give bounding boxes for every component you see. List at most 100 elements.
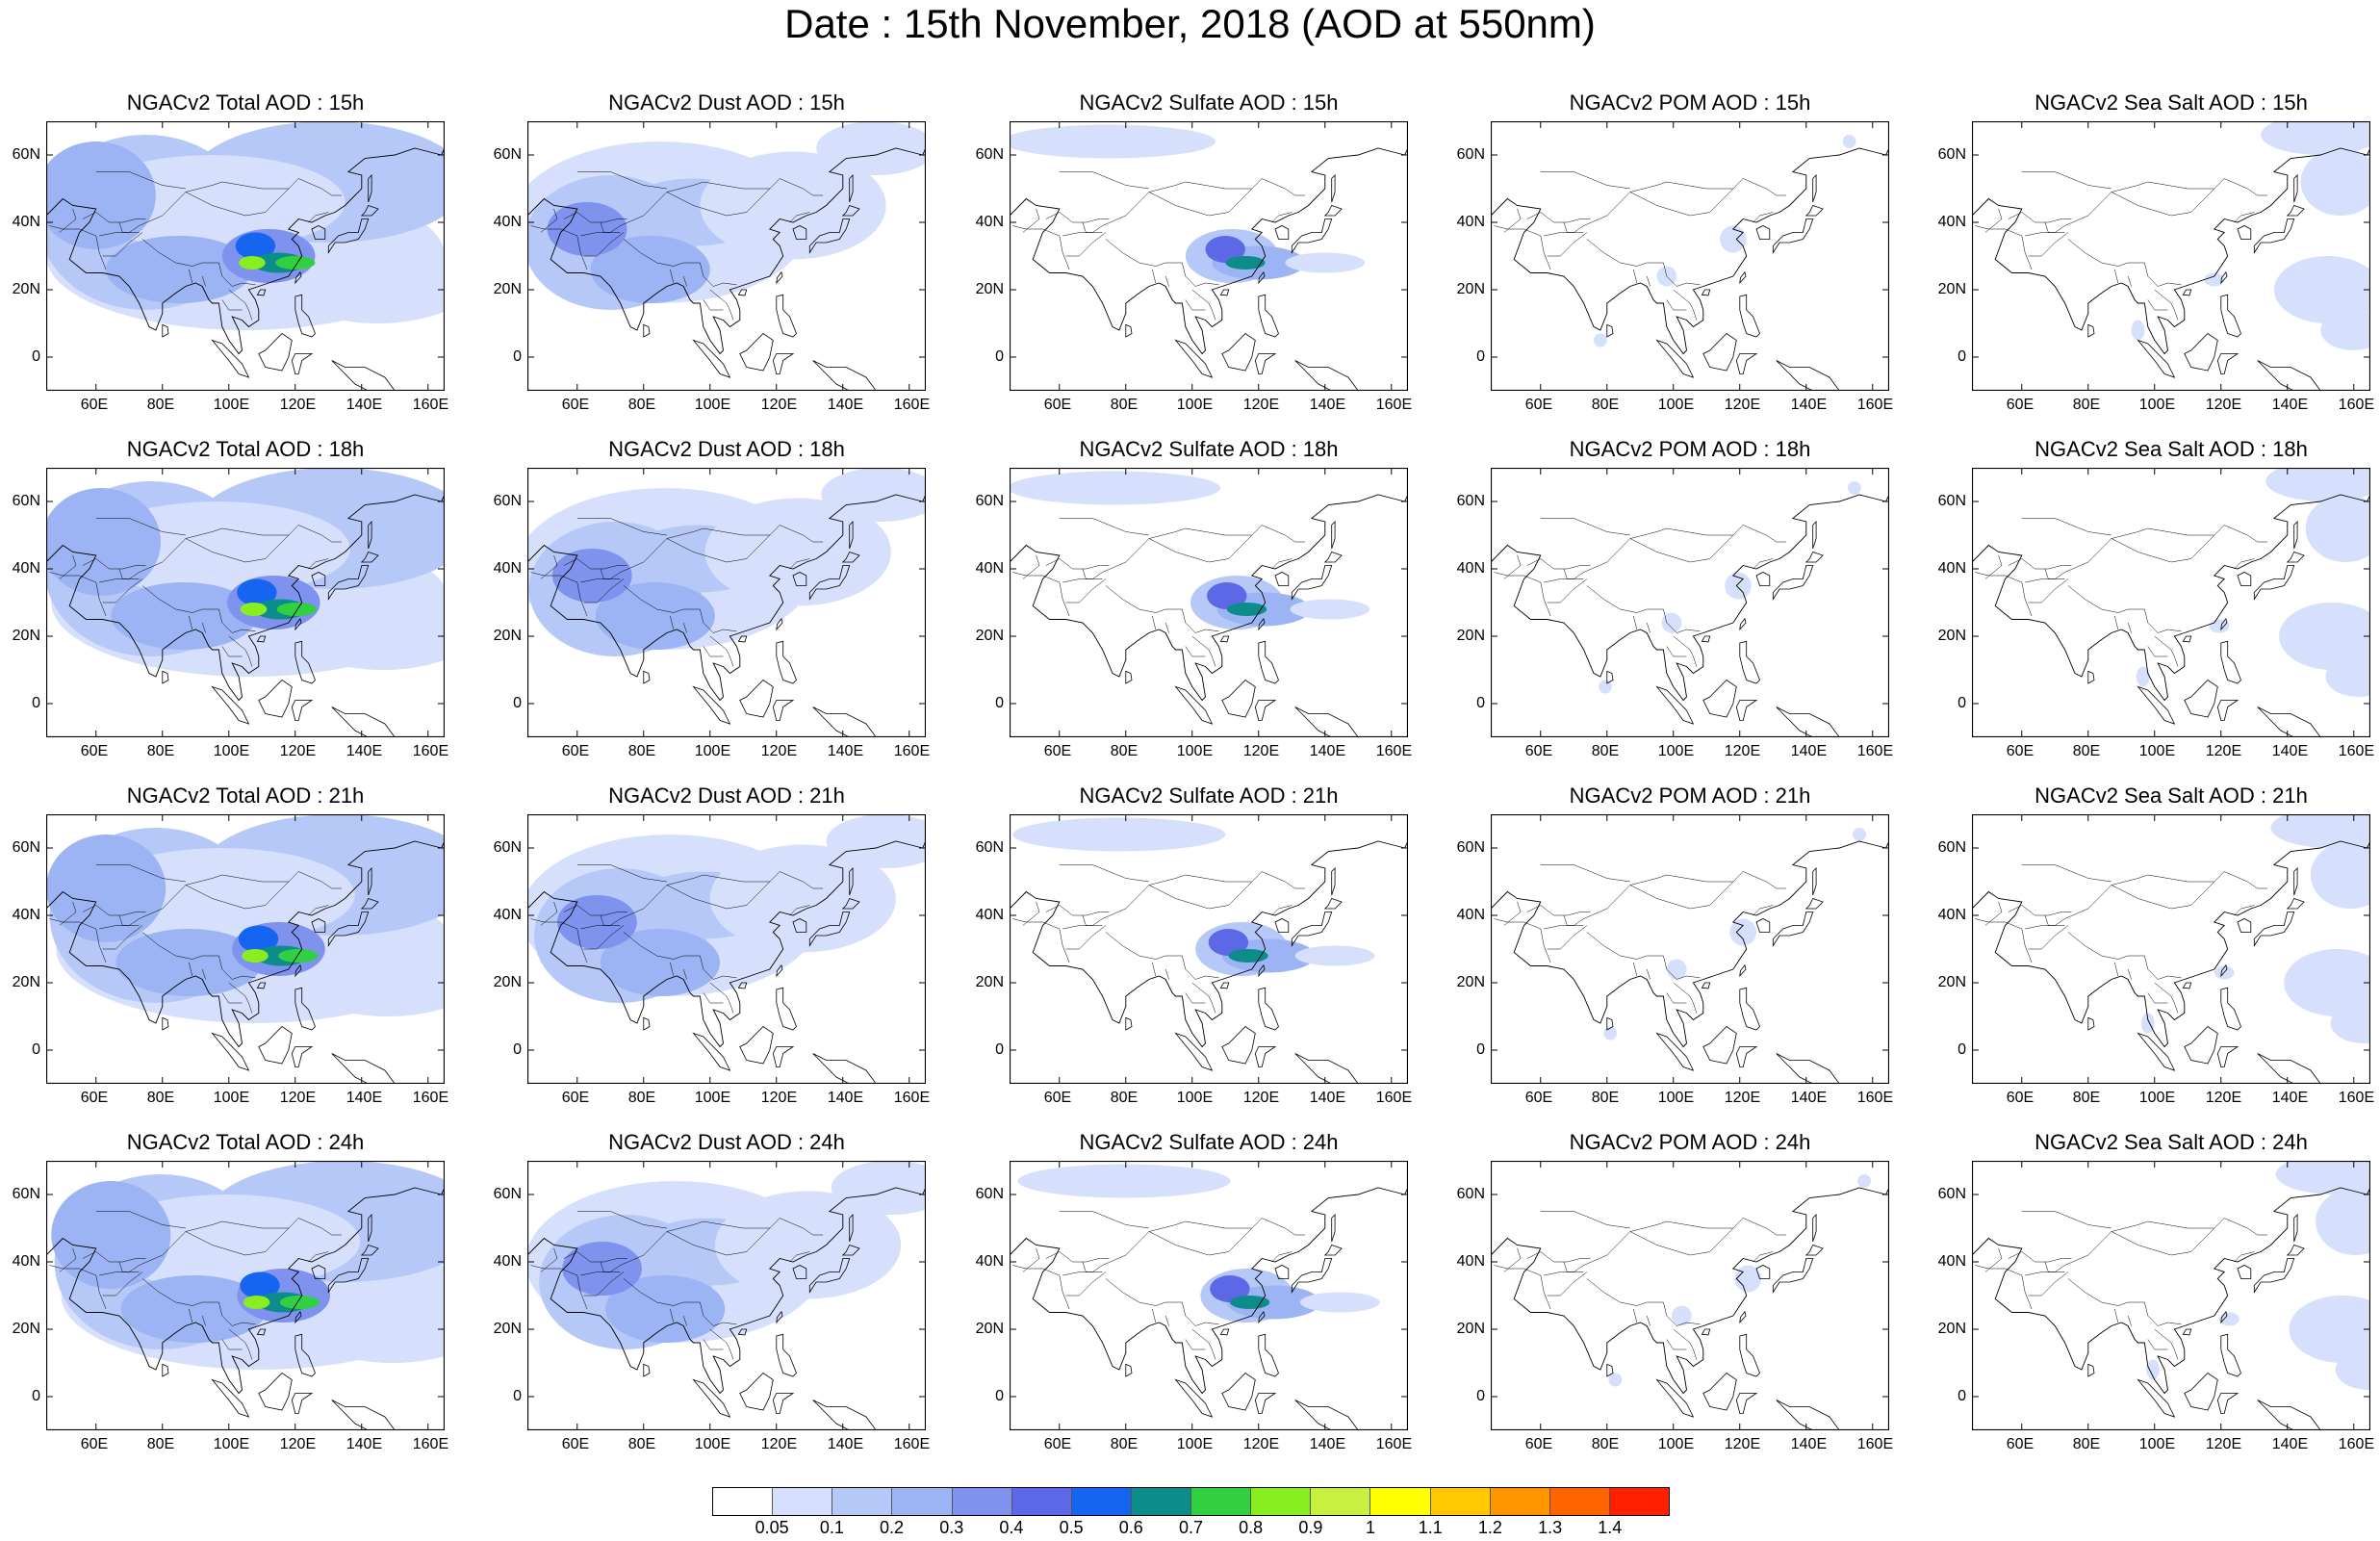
aod-field (240, 603, 268, 616)
panel-title: NGACv2 Sea Salt AOD : 21h (2035, 783, 2308, 808)
lon-tick-label: 60E (1043, 1090, 1072, 1106)
lat-tick-label: 20N (12, 628, 40, 644)
lon-tick-label: 140E (345, 1436, 383, 1452)
lon-tick-label: 120E (279, 1090, 317, 1106)
lon-tick-label: 120E (1242, 1090, 1280, 1106)
lon-tick-label: 100E (213, 1090, 250, 1106)
aod-field (1210, 1275, 1250, 1302)
lat-tick-label: 60N (493, 146, 522, 163)
map-panel-sulfate-2: NGACv2 Sulfate AOD : 21h 60E 80E 100E 120E 14… (976, 783, 1412, 1117)
colorbar-swatch (1131, 1488, 1191, 1515)
lon-tick-label: 160E (893, 397, 931, 413)
lon-tick-label: 160E (412, 1436, 449, 1452)
lat-tick-label: 40N (12, 560, 40, 577)
lat-tick-label: 0 (995, 695, 1004, 711)
aod-field (1599, 680, 1612, 694)
aod-map (1972, 814, 2370, 1084)
aod-field (2325, 656, 2370, 697)
lon-tick-label: 60E (1043, 743, 1072, 759)
lon-tick-label: 120E (1724, 1090, 1761, 1106)
lon-tick-label: 160E (1375, 743, 1413, 759)
lon-tick-label: 140E (1309, 743, 1346, 759)
lon-tick-label: 160E (1375, 1090, 1413, 1106)
aod-map (1491, 814, 1889, 1084)
aod-map (46, 121, 445, 391)
map-panel-total-3: NGACv2 Total AOD : 24h 60E 80E 100E 120E 140E… (13, 1130, 449, 1463)
lat-tick-label: 0 (513, 1041, 522, 1058)
lat-tick-label: 20N (1937, 1321, 1966, 1337)
lon-tick-label: 80E (1591, 1090, 1620, 1106)
colorbar-swatch (892, 1488, 953, 1515)
lat-tick-label: 0 (32, 695, 40, 711)
colorbar-swatch (952, 1488, 1012, 1515)
colorbar (712, 1487, 1670, 1516)
lat-tick-label: 20N (1937, 974, 1966, 990)
lat-tick-label: 40N (12, 214, 40, 230)
colorbar-swatch (1251, 1488, 1312, 1515)
aod-map (1491, 468, 1889, 737)
lon-tick-label: 140E (2271, 743, 2309, 759)
lon-tick-label: 80E (1591, 743, 1620, 759)
lon-tick-label: 120E (760, 1090, 798, 1106)
lat-tick-label: 60N (12, 839, 40, 856)
panel-title: NGACv2 Total AOD : 15h (126, 90, 365, 115)
lon-tick-label: 100E (213, 743, 250, 759)
aod-field (826, 814, 926, 868)
aod-field (1594, 333, 1607, 347)
lon-tick-label: 140E (1309, 1436, 1346, 1452)
lon-tick-label: 100E (1176, 397, 1214, 413)
lat-tick-label: 60N (12, 493, 40, 509)
lat-tick-label: 40N (12, 1253, 40, 1270)
colorbar-swatch (832, 1488, 893, 1515)
lat-tick-label: 60N (975, 1186, 1004, 1202)
aod-field (2219, 1312, 2239, 1326)
aod-field (299, 1282, 445, 1363)
colorbar-tick-label: 0.2 (880, 1518, 905, 1537)
lon-tick-label: 140E (827, 1436, 864, 1452)
lat-tick-label: 20N (12, 974, 40, 990)
lat-tick-label: 20N (975, 974, 1004, 990)
map-panel-total-2: NGACv2 Total AOD : 21h 60E 80E 100E 120E 140E… (13, 783, 448, 1117)
lon-tick-label: 100E (694, 397, 731, 413)
aod-field (2320, 310, 2370, 350)
lat-tick-label: 40N (975, 1253, 1004, 1270)
lat-tick-label: 20N (1937, 628, 1966, 644)
aod-field (2310, 841, 2370, 909)
lon-tick-label: 140E (1790, 1090, 1828, 1106)
colorbar-labels: 0.05 0.1 0.2 0.3 0.4 0.5 0.6 0.7 0.8 0.9 1 1.1 1.2 1.… (712, 1518, 1670, 1541)
aod-field (595, 582, 715, 650)
lat-tick-label: 40N (1456, 1253, 1485, 1270)
colorbar-tick-label: 1.2 (1477, 1518, 1502, 1537)
aod-field (1608, 1373, 1623, 1387)
aod-field (2275, 1161, 2370, 1194)
lon-tick-label: 80E (2072, 1436, 2101, 1452)
panel-title: NGACv2 POM AOD : 21h (1569, 783, 1811, 808)
lon-tick-label: 80E (146, 1090, 175, 1106)
colorbar-swatch (1609, 1488, 1669, 1515)
lon-tick-label: 140E (827, 397, 864, 413)
map-panel-pom-1: NGACv2 POM AOD : 18h 60E 80E 100E 120E 140E 16… (1457, 437, 1893, 770)
lat-tick-label: 0 (995, 348, 1004, 365)
lat-tick-label: 60N (975, 839, 1004, 856)
lon-tick-label: 80E (1591, 1436, 1620, 1452)
lon-tick-label: 120E (2205, 1436, 2242, 1452)
lon-tick-label: 100E (1657, 1090, 1695, 1106)
aod-field (2274, 256, 2370, 323)
lon-tick-label: 140E (1790, 397, 1828, 413)
aod-field (2289, 1296, 2370, 1363)
lat-tick-label: 40N (1937, 1253, 1966, 1270)
colorbar-swatch (1370, 1488, 1431, 1515)
lon-tick-label: 120E (1724, 1436, 1761, 1452)
colorbar-swatch (1191, 1488, 1252, 1515)
lon-tick-label: 140E (345, 1090, 383, 1106)
lat-tick-label: 60N (493, 1186, 522, 1202)
aod-field (1857, 1174, 1871, 1188)
lat-tick-label: 40N (1937, 907, 1966, 923)
aod-map (1010, 468, 1408, 737)
lon-tick-label: 120E (1242, 1436, 1280, 1452)
lon-tick-label: 60E (561, 743, 590, 759)
aod-field (551, 549, 632, 603)
lon-tick-label: 80E (627, 397, 656, 413)
lon-tick-label: 140E (1790, 743, 1828, 759)
